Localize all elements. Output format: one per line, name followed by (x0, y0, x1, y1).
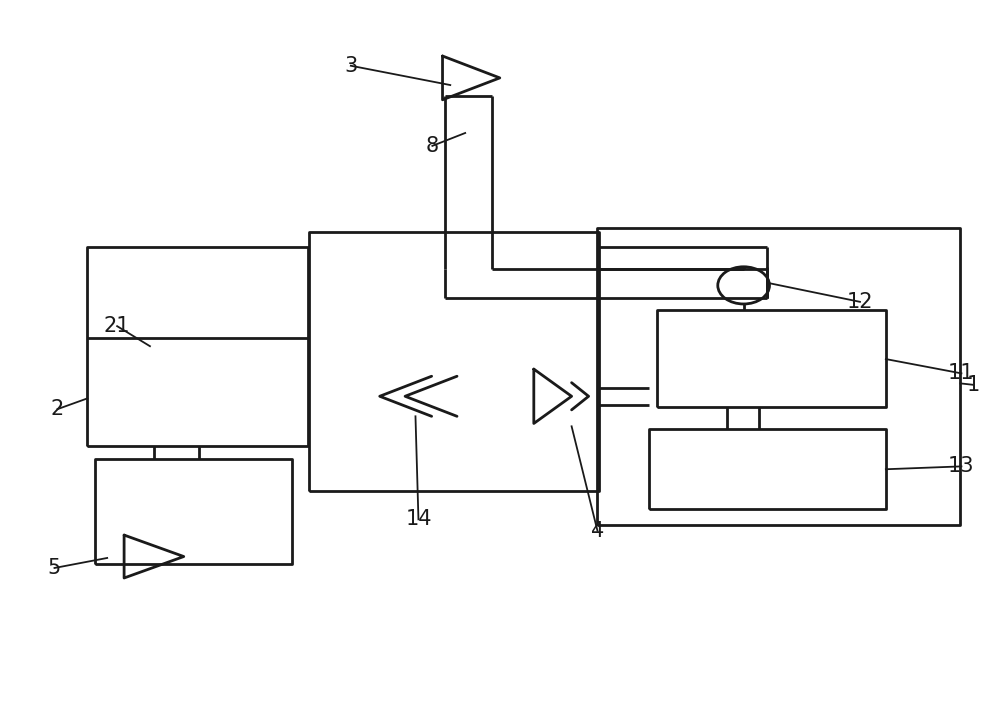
Text: 4: 4 (591, 521, 604, 541)
Text: 2: 2 (51, 399, 64, 419)
Text: 12: 12 (847, 292, 873, 312)
Text: 11: 11 (948, 363, 975, 384)
Text: 8: 8 (426, 136, 439, 156)
Text: 14: 14 (405, 509, 432, 529)
Text: 5: 5 (48, 558, 61, 578)
Text: 1: 1 (967, 375, 980, 395)
Text: 3: 3 (344, 56, 357, 76)
Text: 13: 13 (948, 456, 975, 477)
Text: 21: 21 (104, 317, 130, 336)
